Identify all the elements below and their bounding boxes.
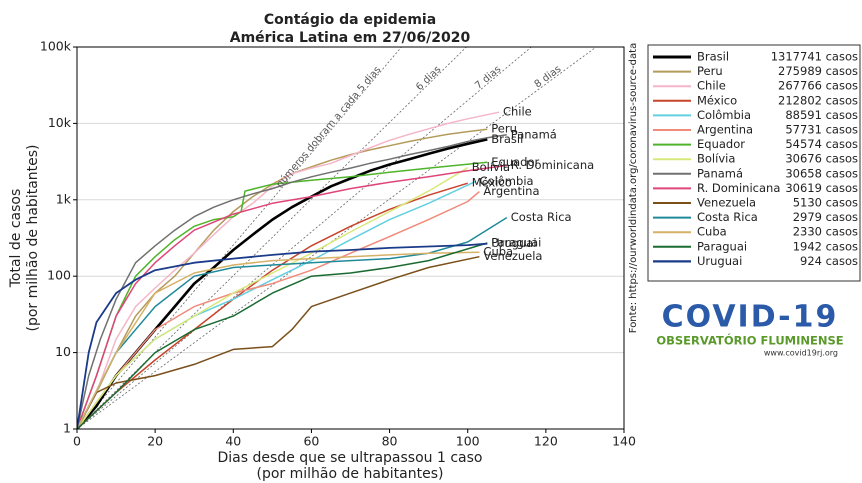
y-tick-label: 100k [40,39,72,54]
legend-value: 275989 casos [778,64,858,78]
x-axis-label: Dias desde que se ultrapassou 1 caso [218,450,483,466]
x-tick-label: 120 [534,434,558,449]
legend-value: 2979 casos [793,210,858,224]
series-line [77,161,488,429]
legend-value: 54574 casos [785,137,858,151]
legend-value: 5130 casos [793,196,858,210]
legend-value: 88591 casos [785,108,858,122]
x-tick-label: 140 [612,434,636,449]
plot-frame [76,46,625,430]
legend-value: 212802 casos [778,93,858,107]
logo-title: COVID-19 [662,300,839,335]
x-tick-label: 0 [73,434,81,449]
source-note: Fonte: https://ourworldindata.org/corona… [628,43,639,333]
reference-label: 7 dias [473,64,503,92]
legend-value: 267766 casos [778,79,858,93]
reference-line [77,47,402,429]
logo-subtitle: OBSERVATÓRIO FLUMINENSE [656,333,843,348]
end-label: Venezuela [483,249,542,263]
legend-label: Cuba [697,225,727,239]
y-tick-label: 100 [47,268,71,283]
logo-url: www.covid19rj.org [764,349,838,358]
legend-label: Brasil [697,50,729,64]
legend-value: 1942 casos [793,239,858,253]
series-line [77,134,507,429]
end-label: Brasil [491,132,523,146]
legend-label: México [697,93,737,107]
x-tick-label: 100 [456,434,480,449]
y-tick-label: 10k [48,115,72,130]
series-line [77,191,480,429]
legend-label: R. Dominicana [697,181,780,195]
series-line [77,251,480,429]
end-label: Paraguai [491,235,541,249]
chart-title: Contágio da epidemia [264,12,436,28]
end-label: Cuba [483,245,513,259]
legend-label: Colômbia [697,108,751,122]
series-line [77,111,500,429]
series-line [77,255,480,429]
legend-label: Venezuela [697,196,756,210]
series-line [77,242,488,429]
series-line [77,216,508,429]
legend-label: Costa Rica [697,210,758,224]
legend-value: 30676 casos [785,152,858,166]
legend-value: 30658 casos [785,166,858,180]
legend-value: 57731 casos [785,123,858,137]
y-tick-label: 1 [63,421,71,436]
end-label: Panamá [511,127,557,141]
y-tick-label: 10 [55,344,71,359]
legend-label: Chile [697,79,726,93]
legend-label: Argentina [697,123,753,137]
legend-value: 1317741 casos [771,50,858,64]
y-tick-label: 1k [56,191,72,206]
x-tick-label: 20 [147,434,163,449]
y-axis-label-sub: (por milhão de habitantes) [25,145,41,332]
series-line [77,164,507,429]
legend-label: Bolívia [697,152,735,166]
legend-label: Panamá [697,166,743,180]
reference-label: 6 dias [414,64,443,93]
legend-value: 924 casos [800,254,858,268]
legend-box [647,44,861,282]
legend-label: Peru [697,64,723,78]
series-line [77,167,469,429]
end-label: Costa Rica [511,210,572,224]
legend-label: Equador [697,137,745,151]
x-tick-label: 60 [303,434,319,449]
end-label: Argentina [483,184,539,198]
reference-label: 8 dias [533,64,564,91]
reference-line [77,47,532,429]
end-label: Equador [491,155,539,169]
legend-value: 30619 casos [785,181,858,195]
legend-value: 2330 casos [793,225,858,239]
legend-label: Uruguai [697,254,742,268]
end-label: Bolívia [472,160,510,174]
reference-line [77,47,467,429]
x-axis-label-sub: (por milhão de habitantes) [257,466,444,482]
series-line [77,242,488,429]
series-line [77,128,488,429]
end-label: Colômbia [480,174,534,188]
plot-area [77,47,597,429]
end-label: R. Dominicana [511,158,594,172]
x-tick-label: 80 [382,434,398,449]
legend-label: Paraguai [697,239,747,253]
y-axis-label: Total de casos [8,189,24,289]
reference-line [77,47,597,429]
end-label: Peru [491,122,517,136]
end-label: Uruguai [491,236,536,250]
chart-subtitle: América Latina em 27/06/2020 [230,30,471,46]
end-label: Chile [503,105,532,119]
x-tick-label: 40 [225,434,241,449]
end-label: México [472,176,512,190]
